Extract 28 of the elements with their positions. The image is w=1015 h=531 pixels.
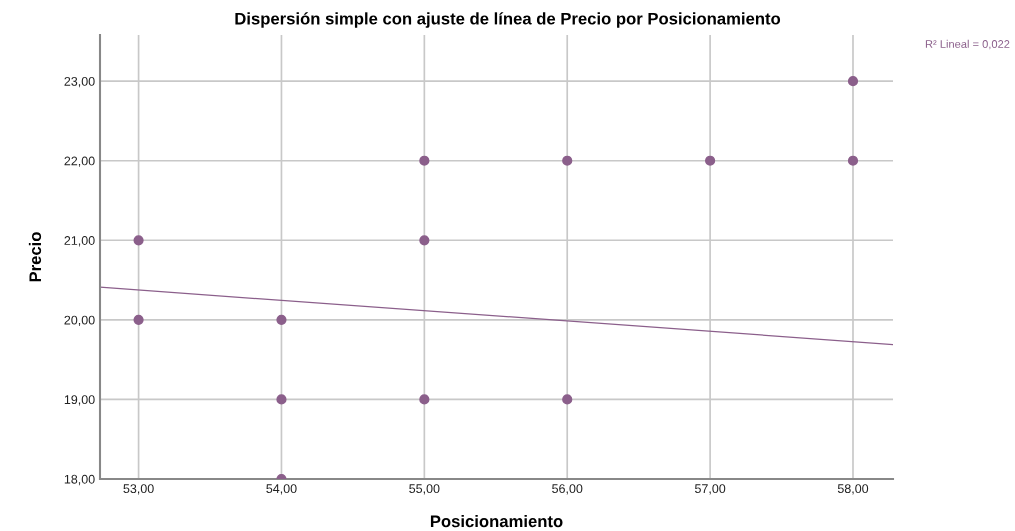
point: [847, 155, 859, 166]
point: [133, 235, 144, 246]
y-tick-label: 20,00: [64, 315, 95, 326]
point: [705, 155, 716, 166]
point: [419, 235, 430, 246]
point: [133, 314, 144, 325]
point: [276, 394, 287, 405]
point: [562, 155, 573, 166]
y-tick-label: 19,00: [64, 395, 95, 406]
y-axis-title: Precio: [28, 232, 42, 282]
point: [419, 394, 430, 405]
y-tick-label: 21,00: [64, 236, 95, 247]
x-tick-label: 55,00: [409, 484, 440, 495]
point: [276, 314, 287, 325]
x-tick-label: 57,00: [694, 484, 726, 495]
x-tick-label: 53,00: [123, 484, 154, 495]
x-tick-label: 58,00: [837, 484, 869, 495]
y-tick-label: 18,00: [64, 474, 95, 486]
y-tick-label: 22,00: [64, 156, 95, 167]
point: [419, 155, 430, 166]
x-tick-label: 56,00: [552, 484, 583, 495]
x-axis-title: Posicionamiento: [430, 514, 563, 528]
x-tick-label: 54,00: [266, 484, 297, 495]
point: [847, 76, 859, 87]
chart-title: Dispersión simple con ajuste de línea de Precio por Posicionamiento: [235, 12, 781, 28]
y-tick-label: 23,00: [64, 76, 95, 88]
point: [562, 394, 573, 405]
text: R² Lineal = 0,022: [925, 39, 1010, 50]
